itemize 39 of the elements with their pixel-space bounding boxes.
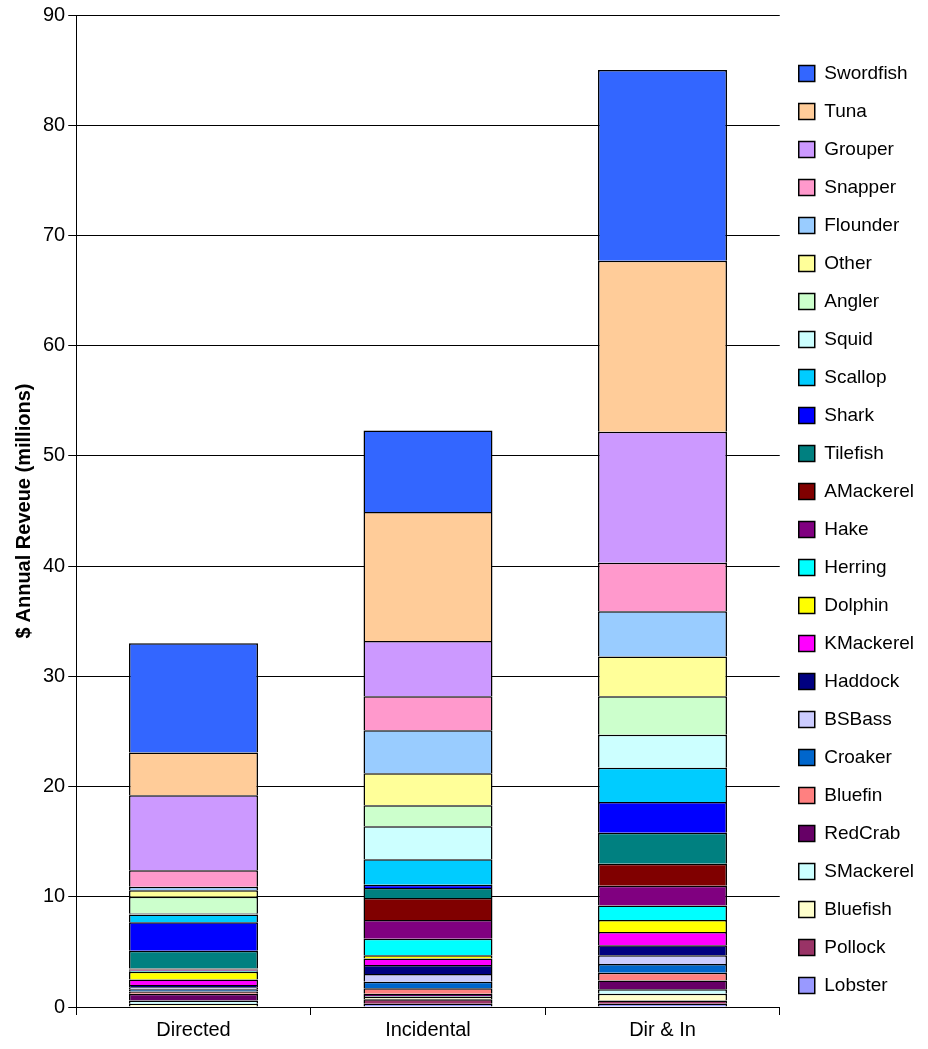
legend-label: Scallop [824, 365, 887, 387]
x-tick-label: Dir & In [629, 1017, 696, 1040]
legend-label: Flounder [824, 213, 900, 235]
legend-label: Tuna [824, 99, 868, 121]
legend-label: AMackerel [824, 479, 914, 501]
legend-label: Lobster [824, 973, 889, 995]
x-tick-label: Directed [156, 1017, 231, 1040]
legend-label: Hake [824, 517, 869, 539]
y-tick-label: 20 [43, 774, 66, 797]
legend-label: Croaker [824, 745, 893, 767]
y-tick-label: 70 [43, 222, 66, 245]
y-axis-title: $ Annual Reveue (millions) [11, 383, 34, 639]
legend-label: Grouper [824, 137, 895, 159]
y-tick-label: 90 [43, 2, 66, 25]
legend-label: Swordfish [824, 61, 908, 83]
y-tick-label: 80 [43, 112, 66, 135]
y-tick-label: 10 [43, 884, 66, 907]
x-tick-label: Incidental [385, 1017, 471, 1040]
y-tick-label: 60 [43, 333, 66, 356]
legend-label: Bluefish [824, 897, 892, 919]
y-tick-label: 40 [43, 553, 66, 576]
legend-label: Dolphin [824, 593, 889, 615]
legend-label: Haddock [824, 669, 900, 691]
legend-label: Shark [824, 403, 875, 425]
legend-label: SMackerel [824, 859, 914, 881]
y-tick-label: 50 [43, 443, 66, 466]
y-tick-label: 30 [43, 663, 66, 686]
legend-label: KMackerel [824, 631, 914, 653]
legend-label: Tilefish [824, 441, 884, 463]
legend-label: Snapper [824, 175, 897, 197]
legend-label: Other [824, 251, 873, 273]
legend-label: Pollock [824, 935, 886, 957]
legend-label: BSBass [824, 707, 892, 729]
legend-label: Angler [824, 289, 880, 311]
legend-label: Squid [824, 327, 873, 349]
legend-label: Bluefin [824, 783, 883, 805]
y-tick-label: 0 [54, 994, 66, 1017]
legend-label: RedCrab [824, 821, 901, 843]
legend-label: Herring [824, 555, 887, 577]
